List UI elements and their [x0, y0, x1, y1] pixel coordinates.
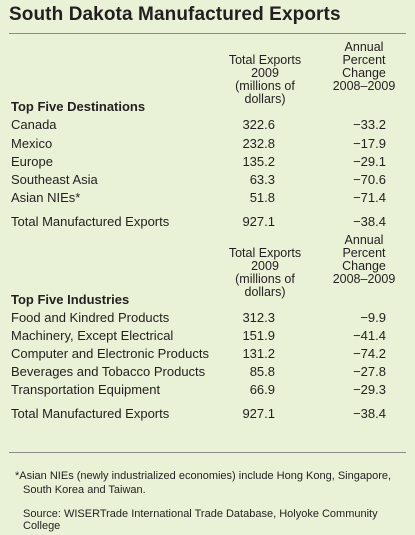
row-total-exports: 131.2	[242, 346, 275, 361]
row-percent-change: −38.4	[353, 214, 386, 229]
row-total-exports: 51.8	[249, 190, 275, 205]
title-rule	[9, 33, 406, 34]
table-row: Beverages and Tobacco Products 85.8 −27.8	[0, 364, 415, 381]
row-label: Food and Kindred Products	[11, 310, 170, 325]
row-label: Mexico	[11, 136, 53, 151]
row-percent-change: −71.4	[353, 190, 386, 205]
row-total-exports: 927.1	[242, 214, 275, 229]
row-label: Southeast Asia	[11, 172, 98, 187]
row-total-exports: 927.1	[242, 406, 275, 421]
header-annual-change-2: Annual Percent Change 2008–2009	[332, 233, 396, 286]
row-percent-change: −29.1	[353, 154, 386, 169]
table-row: Europe 135.2 −29.1	[0, 154, 415, 171]
row-total-exports: 232.8	[242, 136, 275, 151]
row-total-exports: 135.2	[242, 154, 275, 169]
footnote: *Asian NIEs (newly industrialized econom…	[15, 470, 392, 496]
row-total-exports: 312.3	[242, 310, 275, 325]
table-row: Asian NIEs* 51.8 −71.4	[0, 190, 415, 207]
total-row: Total Manufactured Exports 927.1 −38.4	[0, 406, 415, 423]
row-label: Machinery, Except Electrical	[11, 328, 174, 343]
row-percent-change: −29.3	[353, 382, 386, 397]
row-percent-change: −70.6	[353, 172, 386, 187]
footnote-rule	[9, 452, 406, 453]
table-row: Canada 322.6 −33.2	[0, 117, 415, 134]
row-label: Canada	[11, 117, 57, 132]
table-row: Transportation Equipment 66.9 −29.3	[0, 382, 415, 399]
table-row: Computer and Electronic Products 131.2 −74…	[0, 346, 415, 363]
row-total-exports: 63.3	[249, 172, 275, 187]
row-label: Asian NIEs*	[11, 190, 81, 205]
table-row: Food and Kindred Products 312.3 −9.9	[0, 310, 415, 327]
row-label: Europe	[11, 154, 53, 169]
table-row: Southeast Asia 63.3 −70.6	[0, 172, 415, 189]
row-label: Transportation Equipment	[11, 382, 161, 397]
header-total-exports-1: Total Exports 2009 (millions of dollars)	[228, 53, 302, 106]
row-total-exports: 151.9	[242, 328, 275, 343]
row-label: Beverages and Tobacco Products	[11, 364, 206, 379]
header-total-exports-2: Total Exports 2009 (millions of dollars)	[228, 246, 302, 299]
row-total-exports: 322.6	[242, 117, 275, 132]
section-heading-destinations: Top Five Destinations	[11, 99, 146, 114]
table-row: Machinery, Except Electrical 151.9 −41.4	[0, 328, 415, 345]
row-percent-change: −9.9	[360, 310, 386, 325]
row-percent-change: −38.4	[353, 406, 386, 421]
section-heading-industries: Top Five Industries	[11, 292, 130, 307]
row-percent-change: −27.8	[353, 364, 386, 379]
page-title: South Dakota Manufactured Exports	[9, 4, 341, 25]
row-percent-change: −17.9	[353, 136, 386, 151]
source-note: Source: WISERTrade International Trade D…	[23, 508, 378, 532]
row-total-exports: 66.9	[249, 382, 275, 397]
header-annual-change-1: Annual Percent Change 2008–2009	[332, 40, 396, 93]
row-percent-change: −41.4	[353, 328, 386, 343]
row-label: Computer and Electronic Products	[11, 346, 209, 361]
row-total-exports: 85.8	[249, 364, 275, 379]
row-percent-change: −33.2	[353, 117, 386, 132]
table-row: Mexico 232.8 −17.9	[0, 136, 415, 153]
total-row: Total Manufactured Exports 927.1 −38.4	[0, 214, 415, 231]
row-label: Total Manufactured Exports	[11, 406, 170, 421]
row-label: Total Manufactured Exports	[11, 214, 170, 229]
row-percent-change: −74.2	[353, 346, 386, 361]
